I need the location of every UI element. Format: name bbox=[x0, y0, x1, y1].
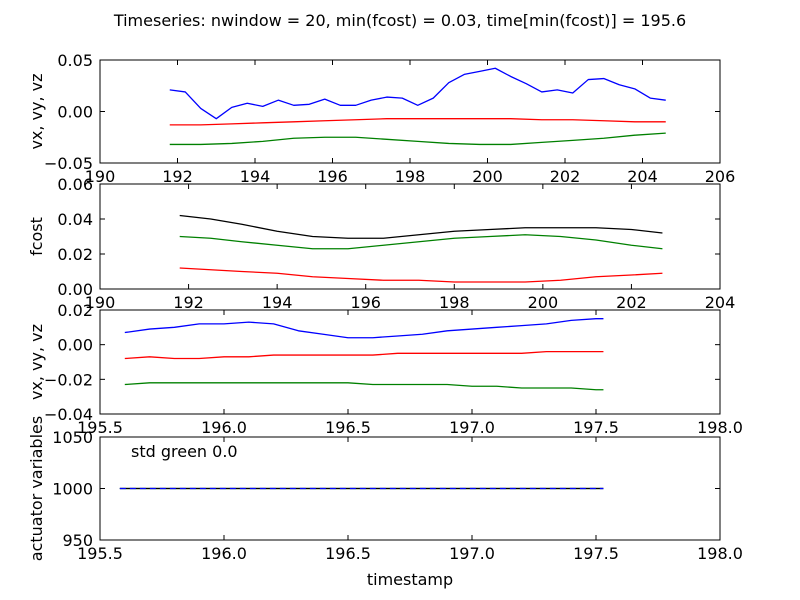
y-axis-label: vx, vy, vz bbox=[27, 73, 46, 149]
y-tick-label: 950 bbox=[62, 531, 93, 550]
y-tick-label: 0.04 bbox=[57, 210, 93, 229]
x-axis-label: timestamp bbox=[367, 570, 453, 589]
x-tick-label: 196.0 bbox=[201, 418, 247, 437]
x-tick-label: 197.5 bbox=[573, 544, 619, 563]
x-tick-label: 190 bbox=[85, 293, 116, 312]
y-axis-label: actuator variables bbox=[27, 416, 46, 561]
x-tick-label: 200 bbox=[528, 293, 559, 312]
x-tick-label: 202 bbox=[550, 167, 581, 186]
annotation-text: std green 0.0 bbox=[131, 442, 238, 461]
y-tick-label: 0.02 bbox=[57, 301, 93, 320]
x-tick-label: 194 bbox=[262, 293, 293, 312]
series-line bbox=[124, 318, 604, 339]
x-tick-label: 198.0 bbox=[697, 418, 743, 437]
x-tick-label: 196 bbox=[350, 293, 381, 312]
series-line bbox=[169, 67, 666, 120]
x-tick-label: 197.0 bbox=[449, 418, 495, 437]
y-tick-label: 0.06 bbox=[57, 175, 93, 194]
x-tick-label: 202 bbox=[616, 293, 647, 312]
velocity-zoom-panel: 195.5 196.0 196.5 197.0 197.5 198.0 −0.04 −0.02… bbox=[27, 301, 743, 437]
x-tick-label: 196.5 bbox=[325, 544, 371, 563]
y-tick-label: 1050 bbox=[52, 428, 93, 447]
x-tick-label: 196.0 bbox=[201, 544, 247, 563]
x-tick-label: 195.5 bbox=[77, 418, 123, 437]
y-tick-label: 1000 bbox=[52, 480, 93, 499]
series-line bbox=[179, 214, 663, 239]
y-axis-label: vx, vy, vz bbox=[27, 324, 46, 400]
velocity-panel: 190 192 194 196 198 200 202 204 206 −0.05 0.00 0.05… bbox=[27, 51, 735, 186]
series-line bbox=[169, 132, 666, 146]
x-tick-label: 190 bbox=[85, 167, 116, 186]
y-tick-label: 0.00 bbox=[57, 336, 93, 355]
x-tick-label: 192 bbox=[173, 293, 204, 312]
y-tick-label: 0.00 bbox=[57, 103, 93, 122]
x-tick-label: 197.0 bbox=[449, 544, 495, 563]
x-tick-label: 204 bbox=[627, 167, 658, 186]
series-line bbox=[169, 118, 666, 126]
series-line bbox=[124, 382, 604, 391]
x-tick-label: 198.0 bbox=[697, 544, 743, 563]
axes-frame bbox=[99, 183, 721, 290]
series-line bbox=[124, 350, 604, 360]
x-tick-label: 196.5 bbox=[325, 418, 371, 437]
x-tick-label: 194 bbox=[240, 167, 271, 186]
x-tick-label: 200 bbox=[472, 167, 503, 186]
y-tick-label: 0.05 bbox=[57, 51, 93, 70]
x-tick-label: 197.5 bbox=[573, 418, 619, 437]
x-tick-label: 196 bbox=[317, 167, 348, 186]
series-line bbox=[179, 267, 663, 283]
y-tick-label: −0.02 bbox=[44, 370, 93, 389]
panels: 190 192 194 196 198 200 202 204 206 −0.05 0.00 0.05… bbox=[27, 51, 743, 589]
figure-title: Timeseries: nwindow = 20, min(fcost) = 0… bbox=[113, 11, 686, 30]
y-tick-label: 0.00 bbox=[57, 280, 93, 299]
x-tick-label: 198 bbox=[439, 293, 470, 312]
x-tick-label: 198 bbox=[395, 167, 426, 186]
x-tick-label: 206 bbox=[705, 167, 736, 186]
x-tick-label: 195.5 bbox=[77, 544, 123, 563]
y-tick-label: −0.05 bbox=[44, 154, 93, 173]
actuator-panel: 195.5 196.0 196.5 197.0 197.5 198.0 950 1000 105… bbox=[27, 416, 743, 589]
x-tick-label: 204 bbox=[705, 293, 736, 312]
series-line bbox=[179, 234, 663, 250]
axes-frame bbox=[99, 309, 721, 415]
y-tick-label: 0.02 bbox=[57, 245, 93, 264]
x-tick-label: 192 bbox=[162, 167, 193, 186]
fcost-panel: 190 192 194 196 198 200 202 204 0.00 0.02 0.04 0.06… bbox=[27, 175, 735, 312]
y-tick-label: −0.04 bbox=[44, 405, 93, 424]
y-axis-label: fcost bbox=[27, 217, 46, 256]
